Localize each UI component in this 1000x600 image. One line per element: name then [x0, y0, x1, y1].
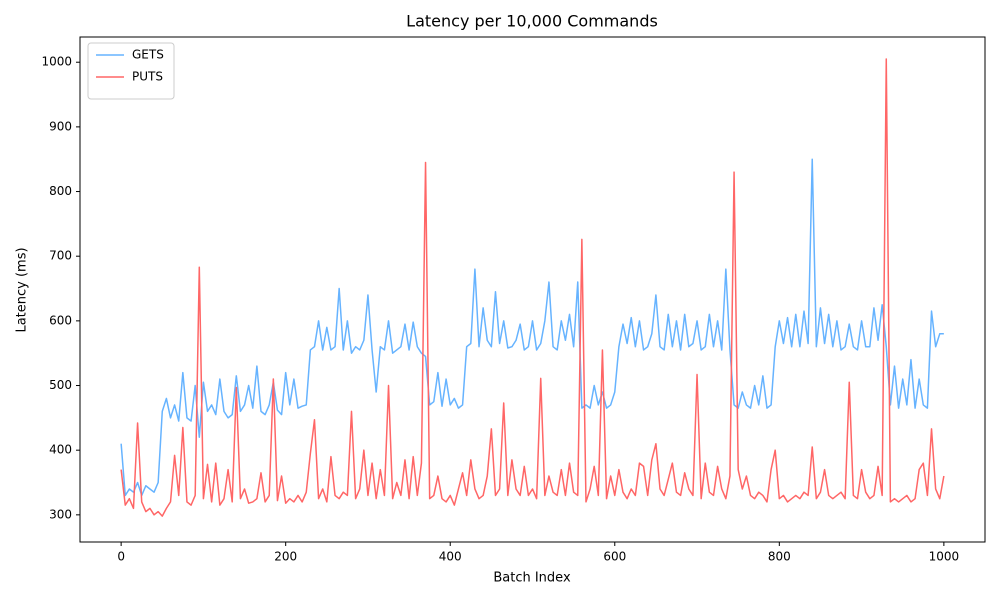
x-tick-label: 1000	[929, 550, 960, 564]
legend-box	[87, 42, 175, 100]
series-line	[120, 158, 944, 497]
series-line	[120, 58, 945, 517]
y-tick-label: 700	[49, 249, 72, 263]
y-tick-label: 1000	[41, 55, 72, 69]
x-tick-label: 200	[274, 550, 297, 564]
legend: GETS PUTS	[87, 42, 175, 100]
y-tick-label: 400	[49, 443, 72, 457]
x-tick-label: 600	[603, 550, 626, 564]
y-axis-title: Latency (ms)	[15, 247, 30, 332]
y-tick-label: 800	[49, 184, 72, 198]
y-tick-label: 500	[49, 378, 72, 392]
y-tick-label: 600	[49, 313, 72, 327]
plot-frame	[79, 36, 986, 543]
x-tick-label: 800	[768, 550, 791, 564]
y-tick-label: 300	[49, 507, 72, 521]
y-tick-label: 900	[49, 119, 72, 133]
x-tick-label: 0	[117, 550, 125, 564]
legend-label: GETS	[132, 48, 164, 62]
legend-label: PUTS	[132, 70, 163, 84]
x-axis-title: Batch Index	[493, 571, 571, 586]
x-tick-label: 400	[439, 550, 462, 564]
chart-title: Latency per 10,000 Commands	[406, 12, 658, 31]
